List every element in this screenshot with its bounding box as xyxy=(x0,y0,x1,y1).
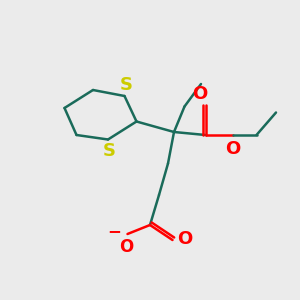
Text: O: O xyxy=(226,140,241,158)
Text: S: S xyxy=(119,76,133,94)
Text: O: O xyxy=(193,85,208,103)
Text: O: O xyxy=(119,238,133,256)
Text: O: O xyxy=(177,230,192,247)
Text: S: S xyxy=(103,142,116,160)
Text: −: − xyxy=(107,222,121,240)
